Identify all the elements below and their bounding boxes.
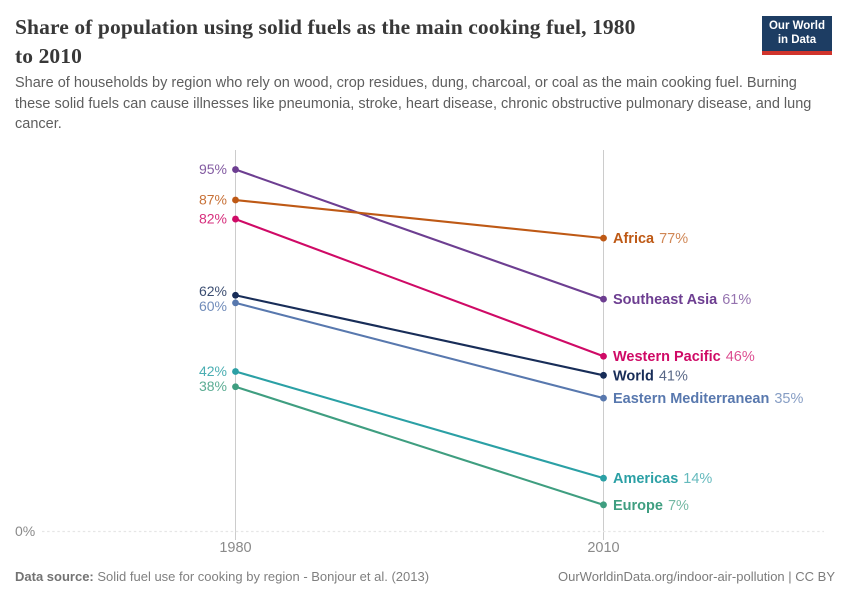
owid-logo-line2: in Data bbox=[777, 33, 817, 46]
data-point-southeast-asia-end[interactable] bbox=[600, 295, 607, 303]
data-point-world-end[interactable] bbox=[600, 371, 607, 379]
data-source-note: Data source: Solid fuel use for cooking … bbox=[15, 569, 429, 584]
series-line-africa[interactable] bbox=[235, 198, 604, 240]
data-point-europe-end[interactable] bbox=[600, 501, 607, 509]
x-tick-label-1980: 1980 bbox=[219, 540, 251, 556]
data-point-western-pacific-end[interactable] bbox=[600, 352, 607, 360]
data-point-americas-start[interactable] bbox=[232, 368, 239, 375]
data-point-southeast-asia-start[interactable] bbox=[232, 166, 239, 173]
series-line-southeast-asia[interactable] bbox=[235, 168, 604, 301]
series-label-europe[interactable]: Europe 7% bbox=[613, 498, 689, 514]
data-source-text: Solid fuel use for cooking by region - B… bbox=[93, 569, 430, 584]
start-value-label-southeast-asia: 95% bbox=[199, 161, 227, 177]
start-value-label-americas: 42% bbox=[199, 363, 227, 379]
start-value-label-world: 62% bbox=[199, 283, 227, 299]
y-axis-zero-label: 0% bbox=[15, 523, 35, 539]
data-point-africa-start[interactable] bbox=[232, 196, 239, 204]
series-line-europe[interactable] bbox=[235, 385, 604, 506]
start-value-label-western-pacific: 82% bbox=[199, 211, 227, 227]
owid-logo-line1: Our World bbox=[768, 20, 825, 32]
series-label-eastern-mediterranean[interactable]: Eastern Mediterranean 35% bbox=[613, 391, 803, 407]
owid-credit-link[interactable]: OurWorldinData.org/indoor-air-pollution … bbox=[558, 569, 835, 584]
series-line-americas[interactable] bbox=[235, 370, 604, 480]
chart-subtitle: Share of households by region who rely o… bbox=[15, 75, 812, 132]
series-label-southeast-asia[interactable]: Southeast Asia 61% bbox=[613, 292, 751, 308]
data-point-americas-end[interactable] bbox=[600, 474, 607, 482]
series-label-americas[interactable]: Americas 14% bbox=[613, 471, 712, 487]
series-label-world[interactable]: World 41% bbox=[613, 368, 688, 384]
data-point-eastern-mediterranean-end[interactable] bbox=[600, 394, 607, 402]
x-tick-label-2010: 2010 bbox=[587, 540, 619, 556]
chart-footer: Data source: Solid fuel use for cooking … bbox=[15, 569, 835, 584]
series-line-eastern-mediterranean[interactable] bbox=[235, 301, 604, 400]
data-point-africa-end[interactable] bbox=[600, 234, 607, 242]
page-title: Share of population using solid fuels as… bbox=[15, 15, 636, 68]
series-line-western-pacific[interactable] bbox=[235, 218, 604, 358]
start-value-label-eastern-mediterranean: 60% bbox=[199, 298, 227, 314]
data-source-label: Data source: bbox=[15, 569, 94, 584]
series-label-western-pacific[interactable]: Western Pacific 46% bbox=[613, 349, 755, 365]
data-point-europe-start[interactable] bbox=[232, 383, 239, 391]
start-value-label-africa: 87% bbox=[199, 192, 227, 208]
data-point-eastern-mediterranean-start[interactable] bbox=[232, 299, 239, 307]
data-point-western-pacific-start[interactable] bbox=[232, 215, 239, 223]
series-label-africa[interactable]: Africa 77% bbox=[613, 231, 688, 247]
owid-logo[interactable]: Our World in Data bbox=[761, 16, 832, 55]
data-point-world-start[interactable] bbox=[232, 291, 239, 299]
series-line-world[interactable] bbox=[235, 294, 604, 377]
start-value-label-europe: 38% bbox=[199, 378, 227, 394]
